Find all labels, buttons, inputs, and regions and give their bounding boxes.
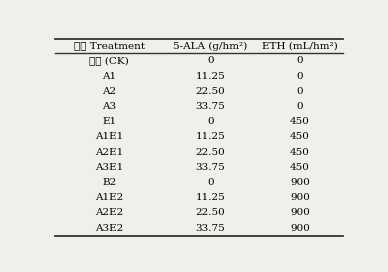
Text: 33.75: 33.75	[196, 163, 225, 172]
Text: 900: 900	[290, 208, 310, 218]
Text: A2: A2	[102, 87, 116, 96]
Text: 0: 0	[207, 178, 214, 187]
Text: 11.25: 11.25	[196, 72, 225, 81]
Text: 22.50: 22.50	[196, 208, 225, 218]
Text: A3: A3	[102, 102, 116, 111]
Text: 0: 0	[207, 56, 214, 65]
Text: 0: 0	[296, 56, 303, 65]
Text: A3E2: A3E2	[95, 224, 123, 233]
Text: 450: 450	[290, 148, 310, 157]
Text: 22.50: 22.50	[196, 148, 225, 157]
Text: B2: B2	[102, 178, 116, 187]
Text: 0: 0	[207, 117, 214, 126]
Text: A1E1: A1E1	[95, 132, 123, 141]
Text: 450: 450	[290, 117, 310, 126]
Text: 11.25: 11.25	[196, 132, 225, 141]
Text: 0: 0	[296, 72, 303, 81]
Text: 900: 900	[290, 193, 310, 202]
Text: A2E1: A2E1	[95, 148, 123, 157]
Text: 450: 450	[290, 163, 310, 172]
Text: 11.25: 11.25	[196, 193, 225, 202]
Text: A2E2: A2E2	[95, 208, 123, 218]
Text: 对照 (CK): 对照 (CK)	[90, 56, 129, 65]
Text: A1E2: A1E2	[95, 193, 123, 202]
Text: 0: 0	[296, 102, 303, 111]
Text: 900: 900	[290, 224, 310, 233]
Text: 450: 450	[290, 132, 310, 141]
Text: 900: 900	[290, 178, 310, 187]
Text: A3E1: A3E1	[95, 163, 123, 172]
Text: ETH (mL/hm²): ETH (mL/hm²)	[262, 42, 338, 51]
Text: A1: A1	[102, 72, 116, 81]
Text: 33.75: 33.75	[196, 102, 225, 111]
Text: 处理 Treatment: 处理 Treatment	[74, 42, 145, 51]
Text: 5-ALA (g/hm²): 5-ALA (g/hm²)	[173, 42, 248, 51]
Text: 22.50: 22.50	[196, 87, 225, 96]
Text: E1: E1	[102, 117, 116, 126]
Text: 33.75: 33.75	[196, 224, 225, 233]
Text: 0: 0	[296, 87, 303, 96]
